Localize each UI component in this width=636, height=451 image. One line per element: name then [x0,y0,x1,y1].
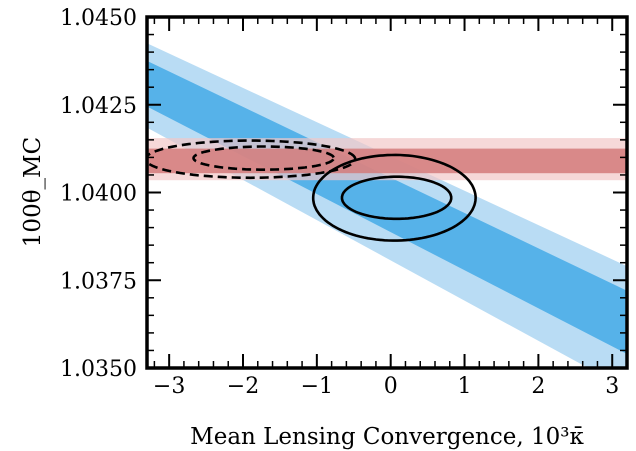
x-tick-label: −2 [227,374,259,399]
horizontal-band-inner [147,148,627,174]
solid-contour-outer [311,153,477,242]
y-tick-label: 1.0400 [60,182,137,207]
dashed-contour-outer [147,139,357,180]
diagonal-band-inner [147,60,627,355]
tick-marks [147,16,627,369]
x-tick-label: 0 [384,374,398,399]
x-tick-label: 3 [605,374,619,399]
x-tick-label: 2 [531,374,545,399]
x-tick-label: 1 [458,374,472,399]
x-tick-label: −3 [153,374,185,399]
y-tick-label: 1.0450 [60,6,137,31]
tick-labels: −3 −2 −1 0 1 2 3 1.0350 1.0375 1.0400 1.0425 1.0450 [60,6,619,399]
dashed-contour-inner [192,145,336,171]
y-tick-label: 1.0375 [60,269,137,294]
plot-area [147,43,627,368]
y-tick-label: 1.0350 [60,357,137,382]
y-tick-label: 1.0425 [60,94,137,119]
solid-contour-inner [340,175,453,221]
x-tick-label: −1 [301,374,333,399]
y-axis-label: 100θ_MC [20,137,46,247]
x-axis-label: Mean Lensing Convergence, 10³κ̄ [190,424,584,450]
